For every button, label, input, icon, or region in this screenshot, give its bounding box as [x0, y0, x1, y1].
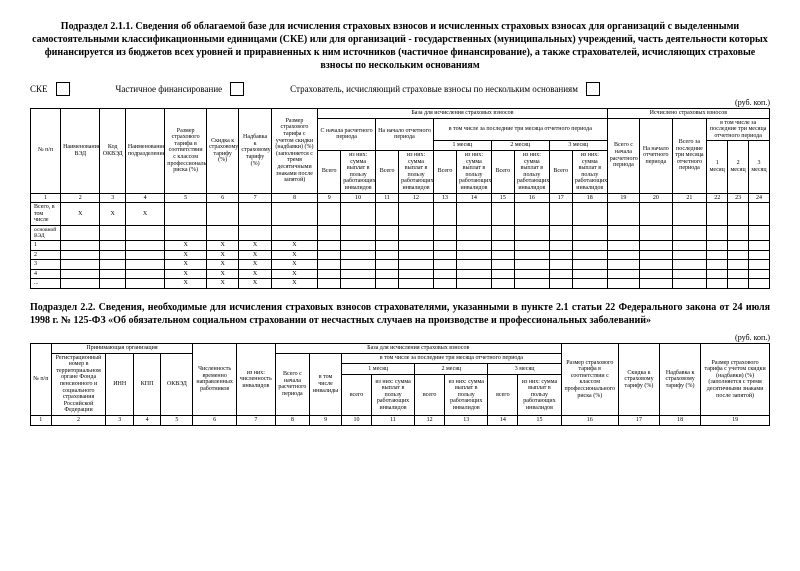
checkbox-row: СКЕ Частичное финансирование Страховател… — [30, 82, 770, 96]
h-i2: из них: сумма выплат в пользу работающих… — [399, 150, 434, 193]
h-v5: Всего — [549, 150, 572, 193]
row-dots: ... XXXX — [31, 279, 770, 289]
currency-22: (руб. коп.) — [30, 333, 770, 342]
h-c21: Всего за последние три месяца отчетного … — [672, 118, 707, 193]
h-since-start: С начала расчетного периода — [318, 118, 376, 150]
h-i1: из них: сумма выплат в пользу работающих… — [341, 150, 376, 193]
h22-i2: из них: сумма выплат в пользу работающих… — [445, 375, 488, 416]
h-mm2: 2 месяц — [728, 141, 749, 193]
h22-m2: 2 месяц — [415, 364, 488, 375]
row-2: 2 XXXX — [31, 250, 770, 260]
h22-m3: 3 месяц — [488, 364, 561, 375]
row-total: Всего, в том числе XXX — [31, 203, 770, 226]
multi-checkbox[interactable] — [586, 82, 600, 96]
h-base: База для исчисления страховых взносов — [318, 109, 608, 119]
h-v4: Всего — [491, 150, 514, 193]
row-4: 4 XXXX — [31, 269, 770, 279]
row-3: 3 XXXX — [31, 260, 770, 270]
h-c8: Размер страхового тарифа с учетом скидки… — [271, 109, 317, 194]
h22-c3: ИНН — [106, 353, 133, 415]
h22-c7: из них: численность инвалидов — [236, 343, 275, 415]
h22-i1: из них: сумма выплат в пользу работающих… — [371, 375, 414, 416]
partial-checkbox[interactable] — [230, 82, 244, 96]
h22-base: База для исчисления страховых взносов — [275, 343, 561, 353]
partial-label: Частичное финансирование — [116, 84, 223, 94]
h22-v2: всего — [415, 375, 445, 416]
h22-c18: Надбавка к страховому тарифу (%) — [660, 343, 701, 415]
h-v2: Всего — [376, 150, 399, 193]
h22-c4: КПП — [133, 353, 160, 415]
h-m1: 1 месяц — [433, 141, 491, 151]
ske-label: СКЕ — [30, 84, 48, 94]
h22-v3: всего — [488, 375, 518, 416]
ske-checkbox[interactable] — [56, 82, 70, 96]
table-211: № п/п Наименование ВЭД Код ОКВЭД Наимено… — [30, 108, 770, 289]
h22-recv: Принимающая организация — [51, 343, 193, 353]
h22-c8: Всего с начала расчетного периода — [275, 353, 309, 415]
row-main-vd: основной ВЭД — [31, 225, 770, 240]
h22-c2: Регистрационный номер в территориальном … — [51, 353, 106, 415]
h22-c9: в том числе инвалиды — [310, 353, 342, 415]
h22-v1: всего — [342, 375, 372, 416]
h22-c17: Скидка к страховому тарифу (%) — [618, 343, 659, 415]
h22-last3: в том числе за последние три месяца отче… — [342, 353, 562, 364]
h-m2: 2 месяц — [491, 141, 549, 151]
h22-c16: Размер страхового тарифа в соответствии … — [561, 343, 618, 415]
h-c3: Код ОКВЭД — [100, 109, 125, 194]
h-mm3: 3 месяц — [748, 141, 769, 193]
colnum-row-211: 12 34 56 78 910 1112 1314 1516 1718 1920… — [31, 193, 770, 203]
h-start-report: На начало отчетного периода — [376, 118, 434, 150]
h-c2: Наименование ВЭД — [61, 109, 100, 194]
h-c4: Наименование подразделения — [125, 109, 164, 194]
section-22-title: Подраздел 2.2. Сведения, необходимые для… — [30, 301, 770, 327]
row-1: 1 XXXX — [31, 241, 770, 251]
colnum-row-22: 12 34 56 78 910 1112 1314 1516 1718 19 — [31, 415, 770, 425]
h-c7: Надбавка к страховому тарифу (%) — [239, 109, 271, 194]
h22-c6: Численность временно направленных работн… — [193, 343, 236, 415]
h-calc: Исчислено страховых взносов — [607, 109, 769, 119]
multi-label: Страхователь, исчисляющий страховые взно… — [290, 84, 578, 94]
h-mm1: 1 месяц — [707, 141, 728, 193]
h-v3: Всего — [433, 150, 456, 193]
h-v1: Всего — [318, 150, 341, 193]
currency-211: (руб. коп.) — [30, 98, 770, 107]
h22-c19: Размер страхового тарифа с учетом скидки… — [701, 343, 770, 415]
h-c5: Размер страхового тарифа в соответствии … — [165, 109, 207, 194]
table-22: № п/п Принимающая организация Численност… — [30, 343, 770, 426]
h-c1: № п/п — [31, 109, 61, 194]
h-i3: из них: сумма выплат в пользу работающих… — [457, 150, 492, 193]
h22-c1: № п/п — [31, 343, 52, 415]
h22-i3: из них: сумма выплат в пользу работающих… — [518, 375, 562, 416]
h-c20: На начало отчетного периода — [640, 118, 672, 193]
h-m3: 3 месяц — [549, 141, 607, 151]
h-i4: из них: сумма выплат в пользу работающих… — [514, 150, 549, 193]
h22-c5: ОКВЭД — [161, 353, 193, 415]
h-c6: Скидка к страховому тарифу (%) — [206, 109, 238, 194]
h-i5: из них: сумма выплат в пользу работающих… — [572, 150, 607, 193]
h-last3: в том числе за последние три месяца отче… — [433, 118, 607, 141]
section-211-title: Подраздел 2.1.1. Сведения об облагаемой … — [30, 20, 770, 72]
h-last3b: в том числе за последние три месяца отче… — [707, 118, 770, 141]
h-c19: Всего с начала расчетного периода — [607, 118, 639, 193]
h22-m1: 1 месяц — [342, 364, 415, 375]
